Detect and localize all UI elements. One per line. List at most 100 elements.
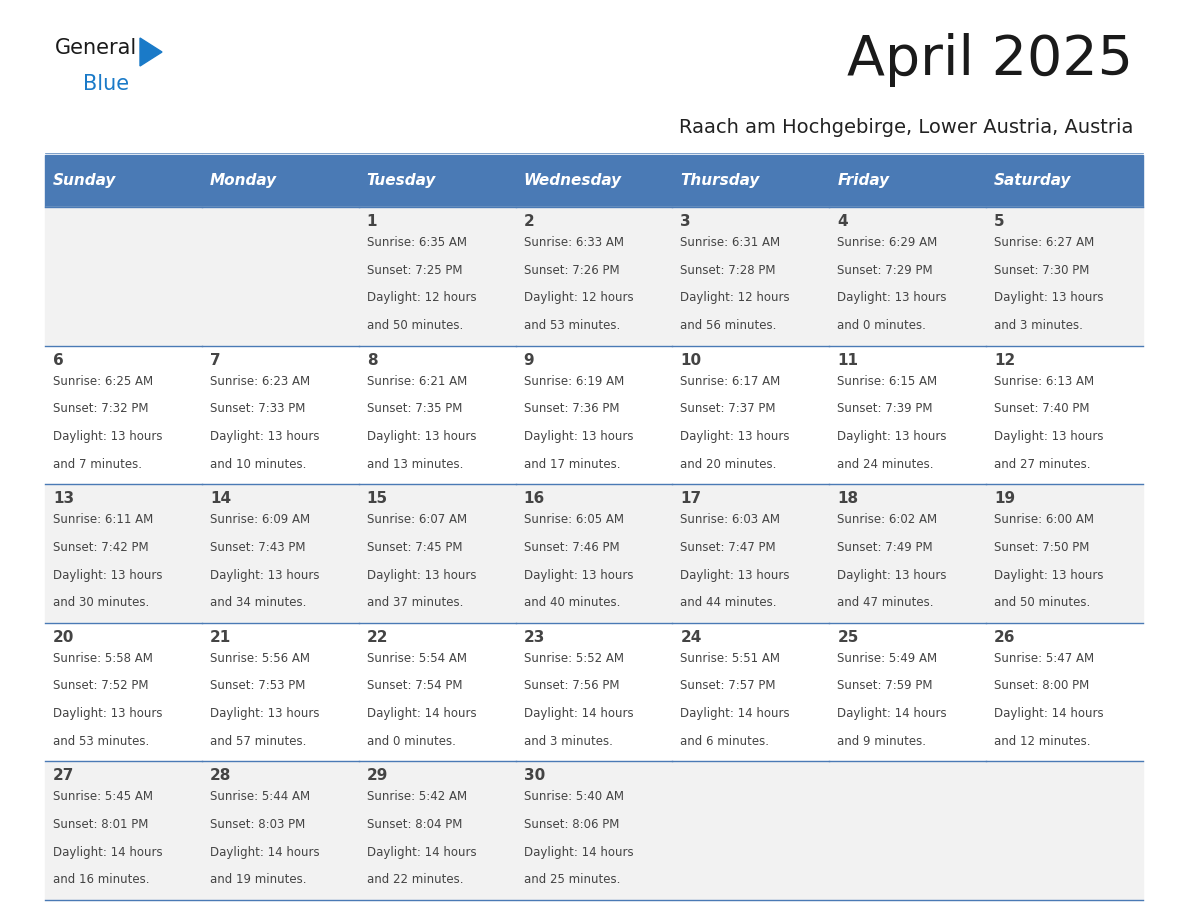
Text: Sunset: 8:00 PM: Sunset: 8:00 PM	[994, 679, 1089, 692]
Text: Sunrise: 6:07 AM: Sunrise: 6:07 AM	[367, 513, 467, 526]
Bar	[45, 207, 202, 345]
Text: 24: 24	[681, 630, 702, 644]
Bar	[986, 484, 1143, 622]
Text: 27: 27	[53, 768, 75, 783]
Text: Sunrise: 6:23 AM: Sunrise: 6:23 AM	[210, 375, 310, 387]
Bar	[516, 622, 672, 761]
Text: Sunset: 7:54 PM: Sunset: 7:54 PM	[367, 679, 462, 692]
Text: Sunset: 7:35 PM: Sunset: 7:35 PM	[367, 402, 462, 415]
Text: Sunset: 7:40 PM: Sunset: 7:40 PM	[994, 402, 1089, 415]
Text: and 0 minutes.: and 0 minutes.	[367, 734, 455, 748]
Text: 13: 13	[53, 491, 74, 506]
Text: 19: 19	[994, 491, 1016, 506]
Bar	[516, 155, 672, 207]
Text: 8: 8	[367, 353, 378, 367]
Text: Sunrise: 5:51 AM: Sunrise: 5:51 AM	[681, 652, 781, 665]
Bar	[672, 622, 829, 761]
Bar	[986, 761, 1143, 900]
Text: Sunrise: 6:17 AM: Sunrise: 6:17 AM	[681, 375, 781, 387]
Bar	[986, 622, 1143, 761]
Text: Sunset: 7:26 PM: Sunset: 7:26 PM	[524, 263, 619, 276]
Bar	[359, 345, 516, 484]
Text: Daylight: 13 hours: Daylight: 13 hours	[210, 568, 320, 581]
Text: Sunset: 7:47 PM: Sunset: 7:47 PM	[681, 541, 776, 554]
Text: Daylight: 13 hours: Daylight: 13 hours	[524, 568, 633, 581]
Bar	[359, 155, 516, 207]
Text: and 3 minutes.: and 3 minutes.	[524, 734, 613, 748]
Text: Sunset: 8:06 PM: Sunset: 8:06 PM	[524, 818, 619, 831]
Text: Blue: Blue	[83, 74, 129, 94]
Text: Daylight: 13 hours: Daylight: 13 hours	[838, 291, 947, 304]
Text: Saturday: Saturday	[994, 174, 1072, 188]
Text: Sunset: 7:59 PM: Sunset: 7:59 PM	[838, 679, 933, 692]
Text: Sunset: 7:50 PM: Sunset: 7:50 PM	[994, 541, 1089, 554]
Text: Daylight: 13 hours: Daylight: 13 hours	[681, 568, 790, 581]
Text: Sunset: 7:39 PM: Sunset: 7:39 PM	[838, 402, 933, 415]
Text: and 12 minutes.: and 12 minutes.	[994, 734, 1091, 748]
Text: and 50 minutes.: and 50 minutes.	[367, 319, 463, 332]
Bar	[986, 345, 1143, 484]
Text: General: General	[55, 38, 138, 58]
Text: Sunday: Sunday	[53, 174, 116, 188]
Text: Daylight: 14 hours: Daylight: 14 hours	[524, 707, 633, 720]
Text: and 10 minutes.: and 10 minutes.	[210, 457, 307, 471]
Bar	[45, 761, 202, 900]
Text: and 0 minutes.: and 0 minutes.	[838, 319, 927, 332]
Text: and 25 minutes.: and 25 minutes.	[524, 873, 620, 887]
Text: Sunset: 7:32 PM: Sunset: 7:32 PM	[53, 402, 148, 415]
Bar	[45, 155, 202, 207]
Text: Sunset: 7:43 PM: Sunset: 7:43 PM	[210, 541, 305, 554]
Text: Daylight: 12 hours: Daylight: 12 hours	[681, 291, 790, 304]
Text: Sunrise: 6:27 AM: Sunrise: 6:27 AM	[994, 236, 1094, 249]
Bar	[986, 207, 1143, 345]
Text: and 37 minutes.: and 37 minutes.	[367, 596, 463, 610]
Text: Sunrise: 6:33 AM: Sunrise: 6:33 AM	[524, 236, 624, 249]
Text: Sunset: 7:46 PM: Sunset: 7:46 PM	[524, 541, 619, 554]
Text: Sunrise: 5:49 AM: Sunrise: 5:49 AM	[838, 652, 937, 665]
Text: Sunrise: 5:58 AM: Sunrise: 5:58 AM	[53, 652, 153, 665]
Text: Daylight: 14 hours: Daylight: 14 hours	[994, 707, 1104, 720]
Text: Daylight: 13 hours: Daylight: 13 hours	[994, 568, 1104, 581]
Text: Daylight: 13 hours: Daylight: 13 hours	[524, 430, 633, 442]
Text: 5: 5	[994, 214, 1005, 229]
Text: Sunrise: 5:56 AM: Sunrise: 5:56 AM	[210, 652, 310, 665]
Text: 25: 25	[838, 630, 859, 644]
Text: Sunrise: 5:40 AM: Sunrise: 5:40 AM	[524, 790, 624, 803]
Text: Sunset: 7:25 PM: Sunset: 7:25 PM	[367, 263, 462, 276]
Text: 11: 11	[838, 353, 858, 367]
Text: Sunset: 8:03 PM: Sunset: 8:03 PM	[210, 818, 305, 831]
Text: and 44 minutes.: and 44 minutes.	[681, 596, 777, 610]
Text: and 47 minutes.: and 47 minutes.	[838, 596, 934, 610]
Text: Sunrise: 6:31 AM: Sunrise: 6:31 AM	[681, 236, 781, 249]
Text: Daylight: 14 hours: Daylight: 14 hours	[367, 845, 476, 858]
Text: 7: 7	[210, 353, 221, 367]
Bar	[45, 484, 202, 622]
Bar	[829, 622, 986, 761]
Text: Sunset: 7:53 PM: Sunset: 7:53 PM	[210, 679, 305, 692]
Text: Sunrise: 6:03 AM: Sunrise: 6:03 AM	[681, 513, 781, 526]
Text: Sunset: 7:49 PM: Sunset: 7:49 PM	[838, 541, 933, 554]
Text: Sunrise: 5:54 AM: Sunrise: 5:54 AM	[367, 652, 467, 665]
Text: 1: 1	[367, 214, 378, 229]
Text: 17: 17	[681, 491, 702, 506]
Text: and 30 minutes.: and 30 minutes.	[53, 596, 150, 610]
Text: Daylight: 13 hours: Daylight: 13 hours	[53, 707, 163, 720]
Text: Daylight: 14 hours: Daylight: 14 hours	[53, 845, 163, 858]
Text: and 57 minutes.: and 57 minutes.	[210, 734, 307, 748]
Text: Monday: Monday	[210, 174, 277, 188]
Text: Daylight: 12 hours: Daylight: 12 hours	[524, 291, 633, 304]
Text: 26: 26	[994, 630, 1016, 644]
Bar	[829, 345, 986, 484]
Text: Daylight: 14 hours: Daylight: 14 hours	[367, 707, 476, 720]
Text: Daylight: 13 hours: Daylight: 13 hours	[367, 430, 476, 442]
Text: and 17 minutes.: and 17 minutes.	[524, 457, 620, 471]
Bar	[202, 345, 359, 484]
Text: Daylight: 14 hours: Daylight: 14 hours	[210, 845, 320, 858]
Bar	[202, 761, 359, 900]
Text: Daylight: 14 hours: Daylight: 14 hours	[838, 707, 947, 720]
Bar	[672, 207, 829, 345]
Text: Sunrise: 6:13 AM: Sunrise: 6:13 AM	[994, 375, 1094, 387]
Text: Sunset: 7:29 PM: Sunset: 7:29 PM	[838, 263, 933, 276]
Text: Wednesday: Wednesday	[524, 174, 621, 188]
Bar	[359, 622, 516, 761]
